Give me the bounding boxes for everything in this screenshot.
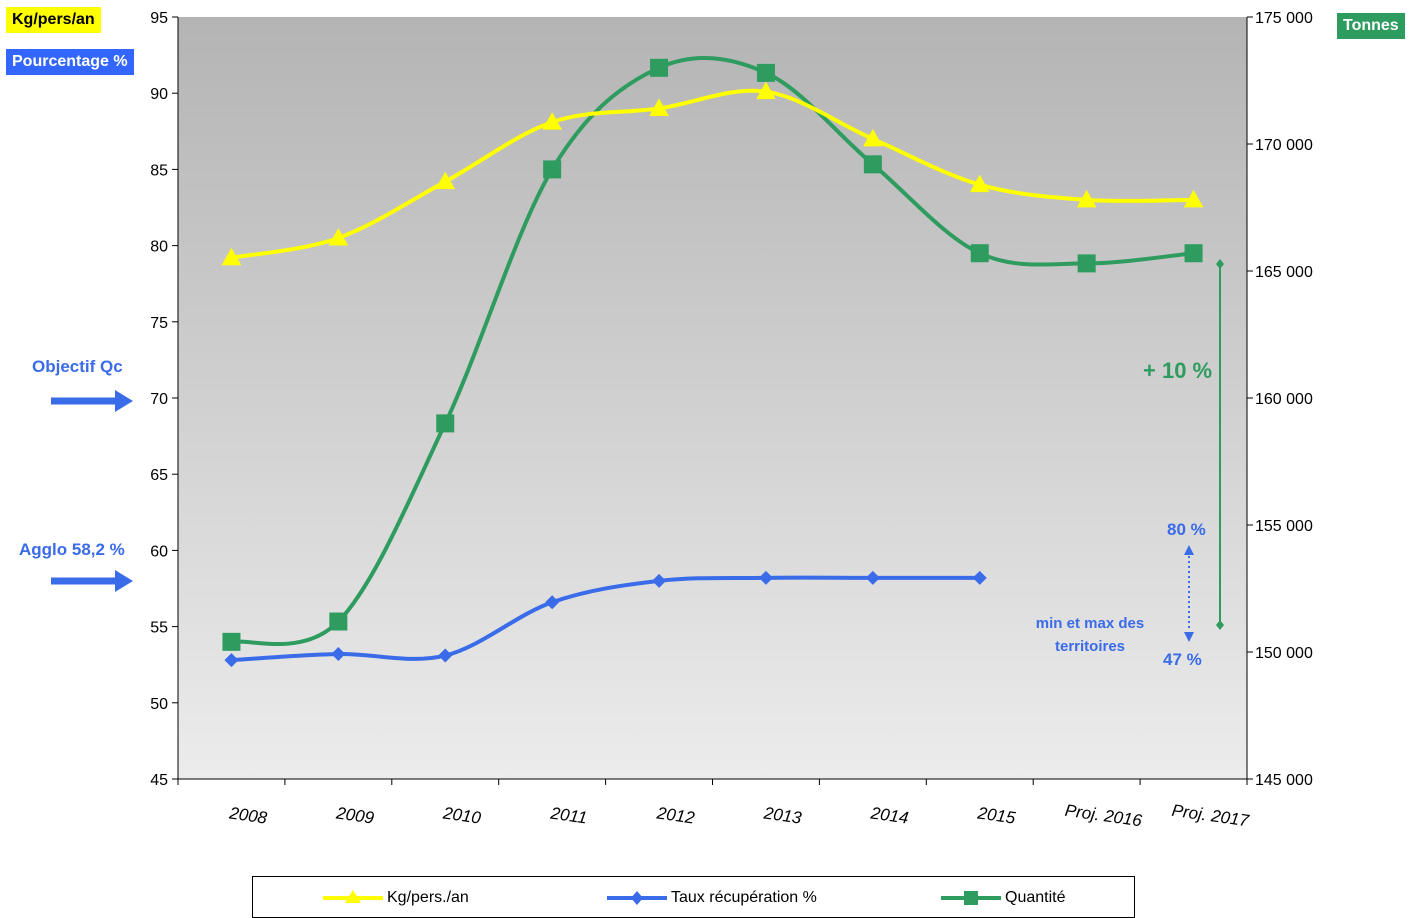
legend-label-kg: Kg/pers./an	[387, 889, 469, 906]
data-point-square	[436, 414, 455, 433]
legend-label-quantite: Quantité	[1005, 889, 1066, 906]
data-point-diamond	[865, 570, 880, 585]
plot-area	[178, 17, 1247, 779]
right-tick-label: 155 000	[1255, 518, 1313, 535]
x-tick-label: 2009	[334, 803, 376, 827]
data-point-triangle	[756, 81, 776, 100]
legend-swatch-square	[941, 891, 1001, 905]
tick-labels: 45 50 55 60 65 70 75 80 85 90 95 145 000 150 000 155 …	[150, 10, 1313, 830]
markers-layer	[221, 58, 1204, 668]
series-line-triangle	[229, 88, 1196, 260]
legend-swatch-diamond	[607, 891, 667, 905]
x-tick-label: 2014	[869, 803, 910, 827]
data-point-square	[863, 155, 882, 174]
data-point-square	[756, 63, 775, 82]
bracket-top-diamond	[1216, 259, 1224, 269]
legend-item-quantite: Quantité	[939, 887, 1119, 909]
annotation-47-percent: 47 %	[1163, 650, 1202, 669]
left-tick-label: 45	[150, 772, 168, 789]
x-tick-label: 2015	[975, 803, 1017, 827]
left-tick-label: 80	[150, 239, 168, 256]
data-point-square	[222, 632, 241, 651]
data-point-triangle	[542, 112, 563, 130]
data-point-diamond	[331, 647, 346, 662]
right-tick-label: 145 000	[1255, 772, 1313, 789]
left-tick-label: 85	[150, 162, 168, 179]
right-tick-label: 175 000	[1255, 10, 1313, 27]
legend-item-taux: Taux récupération %	[605, 887, 865, 909]
right-tick-label: 150 000	[1255, 645, 1313, 662]
data-point-triangle	[435, 171, 456, 190]
left-axis-title-2: Pourcentage %	[6, 49, 134, 75]
x-tick-label: 2011	[548, 803, 588, 827]
minmax-arrow-down	[1184, 632, 1194, 642]
data-point-diamond	[972, 570, 987, 585]
data-point-triangle	[328, 227, 349, 246]
right-tick-label: 160 000	[1255, 391, 1313, 408]
data-point-diamond	[652, 573, 667, 588]
data-point-triangle	[969, 174, 990, 193]
right-tick-label: 170 000	[1255, 137, 1313, 154]
annotation-80-percent: 80 %	[1167, 520, 1206, 539]
x-tick-label: Proj. 2017	[1171, 801, 1251, 831]
data-point-square	[543, 160, 562, 179]
legend-swatch-triangle	[323, 890, 383, 903]
legend: Kg/pers./an Taux récupération % Quantité	[252, 876, 1135, 918]
x-tick-label: 2010	[441, 803, 483, 827]
data-point-diamond	[438, 648, 453, 663]
left-tick-label: 95	[150, 10, 168, 27]
annotation-objectif: Objectif Qc	[32, 357, 123, 376]
left-tick-label: 90	[150, 86, 168, 103]
objectif-arrow-head	[115, 390, 133, 412]
data-point-triangle	[649, 98, 669, 116]
left-axis-title: Kg/pers/an	[6, 7, 101, 33]
data-point-triangle	[1183, 189, 1204, 208]
x-tick-label: 2008	[227, 803, 269, 827]
data-point-diamond	[224, 653, 239, 668]
left-tick-label: 65	[150, 467, 168, 484]
annotation-plus-10: + 10 %	[1143, 358, 1213, 383]
bracket-bottom-diamond	[1216, 620, 1224, 630]
x-tick-label: 2013	[762, 803, 804, 827]
data-point-diamond	[545, 595, 560, 610]
left-tick-label: 60	[150, 543, 168, 560]
left-tick-label: 50	[150, 696, 168, 713]
annotation-agglo: Agglo 58,2 %	[19, 540, 125, 559]
left-tick-label: 55	[150, 620, 168, 637]
data-point-square	[1184, 244, 1203, 263]
annotation-shapes	[51, 259, 1224, 642]
data-point-square	[1077, 254, 1096, 273]
annotation-min-max: min et max des territoires	[1035, 615, 1145, 655]
data-point-triangle	[221, 247, 242, 266]
data-point-square	[970, 244, 989, 263]
minmax-arrow-up	[1184, 545, 1194, 555]
data-point-diamond	[758, 570, 773, 585]
x-tick-label: 2012	[655, 803, 697, 827]
agglo-arrow-head	[115, 570, 133, 592]
series-line-diamond	[229, 575, 982, 663]
data-point-square	[650, 58, 669, 77]
left-tick-label: 75	[150, 315, 168, 332]
axes	[172, 16, 1253, 785]
data-point-triangle	[1076, 189, 1097, 208]
legend-item-kg: Kg/pers./an	[321, 887, 521, 909]
right-tick-label: 165 000	[1255, 264, 1313, 281]
data-point-triangle	[862, 128, 883, 147]
legend-label-taux: Taux récupération %	[671, 889, 817, 906]
right-axis-title: Tonnes	[1337, 13, 1405, 39]
data-point-square	[329, 612, 348, 631]
left-tick-label: 70	[150, 391, 168, 408]
x-tick-label: Proj. 2016	[1064, 801, 1144, 831]
